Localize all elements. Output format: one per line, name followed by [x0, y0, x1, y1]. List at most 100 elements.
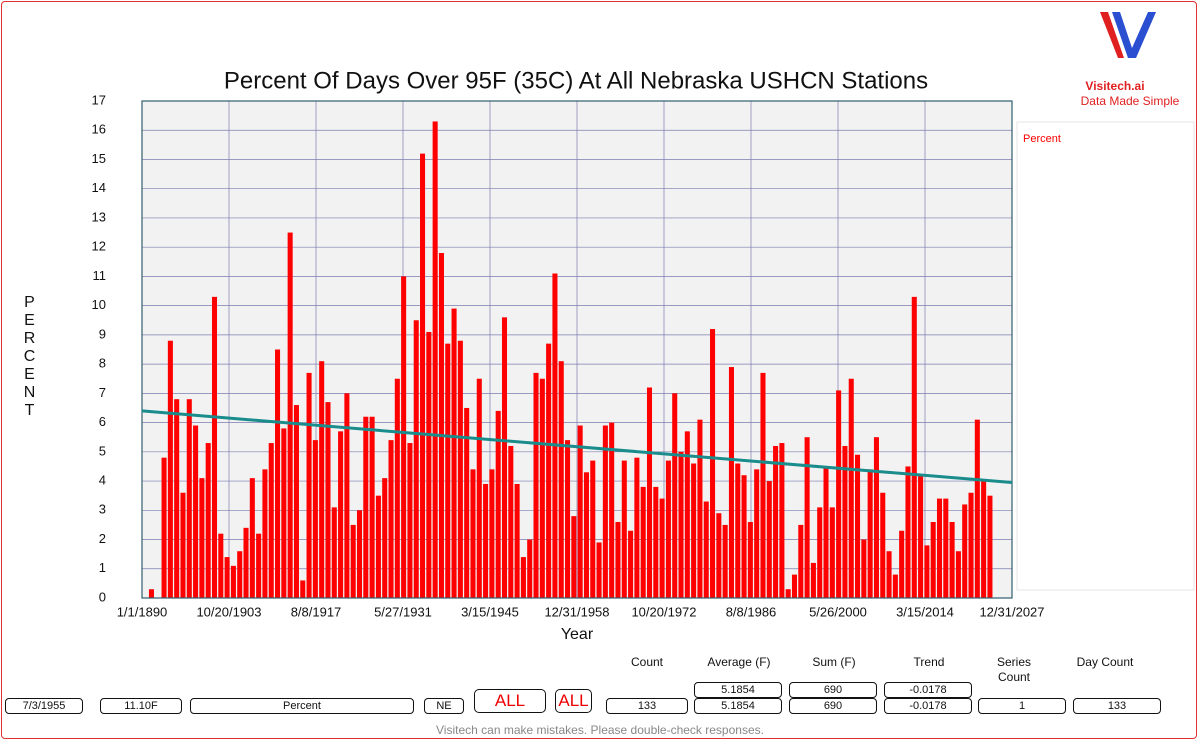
bar [867, 469, 873, 598]
bar [167, 340, 173, 598]
y-tick-label: 10 [92, 297, 106, 312]
state-field: NE [424, 698, 464, 714]
bar [621, 460, 627, 598]
all-button[interactable]: ALL [555, 689, 592, 713]
bar [728, 367, 734, 598]
bar [747, 521, 753, 598]
reading-field: 11.10F [100, 698, 182, 714]
x-axis-label: Year [561, 626, 594, 643]
bar [533, 372, 539, 598]
y-tick-label: 13 [92, 209, 106, 224]
bar [432, 121, 438, 598]
bar [186, 399, 192, 598]
bar [634, 457, 640, 598]
bar [924, 545, 930, 598]
bar [571, 516, 577, 598]
bar [804, 437, 810, 598]
bar [224, 557, 230, 598]
bar [785, 589, 791, 598]
legend-label: Percent [1023, 133, 1061, 145]
bar [148, 589, 154, 598]
bar [558, 361, 564, 598]
bar [596, 542, 602, 598]
bar [325, 402, 331, 598]
y-tick-label: 3 [99, 502, 106, 517]
bar [968, 492, 974, 598]
y-tick-label: 8 [99, 356, 106, 371]
bar [413, 320, 419, 598]
bar [791, 574, 798, 598]
bar [420, 153, 426, 598]
trend-field: -0.0178 [884, 682, 972, 698]
y-tick-label: 17 [92, 92, 106, 107]
bar [539, 378, 545, 598]
x-tick-label: 3/15/2014 [896, 604, 954, 619]
bar [344, 393, 350, 598]
bar [527, 539, 533, 598]
x-tick-label: 8/8/1917 [291, 604, 342, 619]
plot-border [141, 100, 1013, 599]
bar [754, 469, 760, 598]
bar [981, 481, 987, 598]
average-field: 5.1854 [694, 698, 782, 714]
bar [350, 524, 356, 598]
bar [943, 498, 949, 598]
trend-line [141, 409, 1013, 485]
x-tick-label: 8/8/1986 [726, 604, 777, 619]
y-axis-label: PERCENT [21, 294, 38, 420]
bar [653, 486, 659, 598]
y-tick-label: 16 [92, 122, 106, 137]
average-field: 5.1854 [694, 682, 782, 698]
bar [615, 521, 621, 598]
x-tick-label: 10/20/1903 [196, 604, 261, 619]
bar [174, 399, 180, 598]
bar [672, 393, 678, 598]
series-count-field: 1 [978, 698, 1066, 714]
x-tick-label: 12/31/1958 [544, 604, 609, 619]
stat-header: Sum (F) [812, 655, 856, 669]
trend-field: -0.0178 [884, 698, 972, 714]
bar [640, 486, 646, 598]
bar [306, 372, 312, 598]
bar [949, 521, 955, 598]
bar [577, 425, 583, 598]
bar [476, 378, 482, 598]
bar [697, 419, 703, 598]
bar [445, 343, 451, 598]
bar [722, 524, 728, 598]
bar [508, 445, 514, 598]
bar [388, 440, 394, 598]
bar [974, 419, 980, 598]
bar [628, 530, 634, 598]
bar [319, 361, 325, 598]
date-field: 7/3/1955 [5, 698, 83, 714]
y-tick-label: 2 [99, 531, 106, 546]
bar [230, 565, 236, 598]
x-tick-label: 3/15/1945 [461, 604, 519, 619]
bar [268, 443, 274, 598]
y-tick-label: 4 [99, 472, 106, 487]
logo-name: Visitech.ai [1085, 79, 1145, 93]
bar [665, 460, 671, 598]
bar [741, 475, 747, 598]
bar [205, 443, 211, 598]
bar [583, 472, 589, 598]
bar [955, 551, 961, 598]
bar [810, 562, 816, 598]
bar [470, 469, 476, 598]
bar [338, 431, 344, 598]
all-button[interactable]: ALL [474, 689, 546, 713]
bar [842, 445, 848, 598]
y-tick-label: 9 [99, 326, 106, 341]
bar [401, 276, 407, 598]
y-tick-label: 12 [92, 239, 106, 254]
legend-box [1016, 121, 1195, 591]
bar [962, 504, 968, 598]
bar [262, 469, 268, 598]
bar [684, 431, 690, 598]
bar [407, 443, 413, 598]
bar [457, 340, 463, 598]
bar [710, 329, 716, 598]
y-tick-label: 15 [92, 151, 106, 166]
